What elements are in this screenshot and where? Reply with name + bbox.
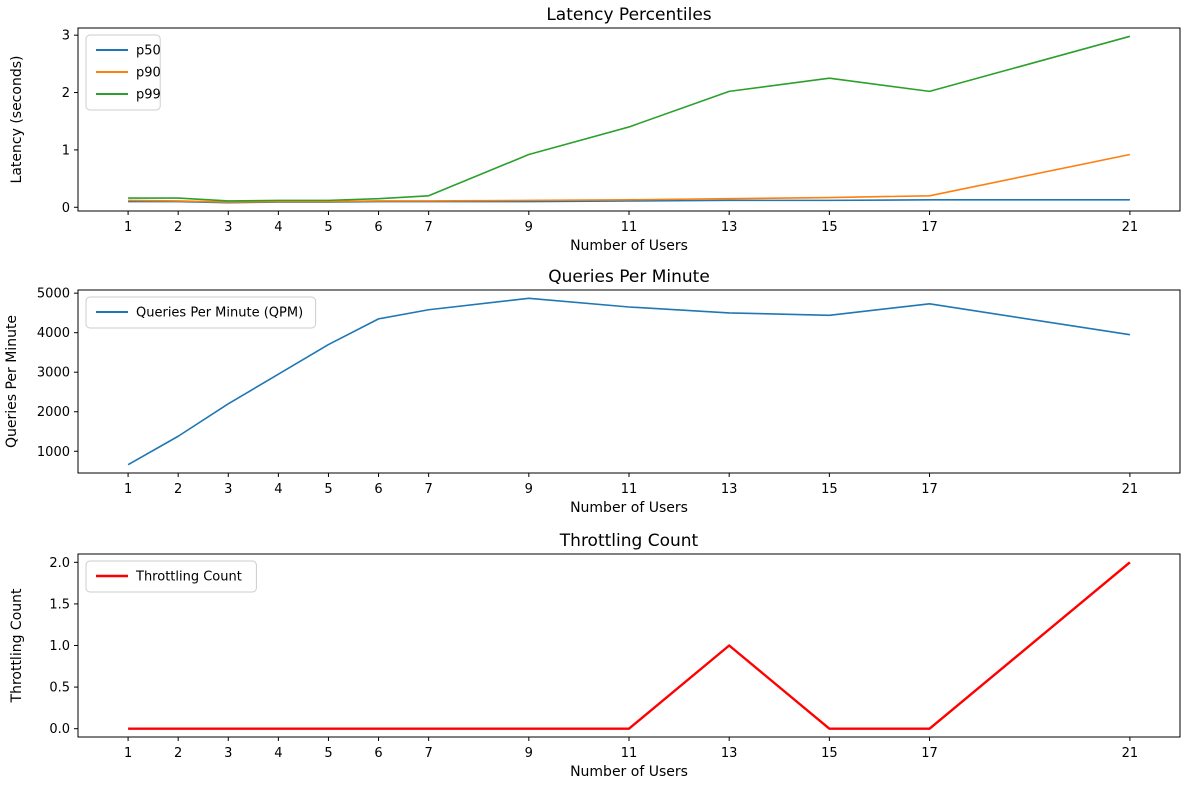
chart-1-x-tick-label: 6 bbox=[374, 220, 382, 235]
chart-2-x-tick-label: 4 bbox=[274, 482, 282, 497]
chart-3: Throttling Count 1 2 3 4 5 6 7 9 11 13 15 17 21 Number… bbox=[9, 531, 1181, 780]
chart-3-x-tick-label: 5 bbox=[324, 746, 332, 761]
chart-1-legend-label: p50 bbox=[136, 44, 161, 59]
chart-3-x-tick-label: 4 bbox=[274, 746, 282, 761]
chart-1-x-tick-label: 15 bbox=[821, 220, 838, 235]
chart-1-y-tick-label: 3 bbox=[62, 29, 70, 44]
chart-3-x-tick-label: 2 bbox=[174, 746, 182, 761]
chart-1-y-tick-label: 1 bbox=[62, 143, 70, 158]
chart-1-y-tick-label: 2 bbox=[62, 86, 70, 101]
chart-2-x-tick-label: 1 bbox=[124, 482, 132, 497]
chart-2-x-tick-label: 11 bbox=[621, 482, 638, 497]
chart-3-x-tick-label: 11 bbox=[621, 746, 638, 761]
chart-3-x-tick-label: 6 bbox=[374, 746, 382, 761]
chart-1-x-axis-label: Number of Users bbox=[570, 238, 688, 254]
chart-3-x-tick-label: 1 bbox=[124, 746, 132, 761]
chart-1-x-tick-label: 5 bbox=[324, 220, 332, 235]
chart-1-x-tick-label: 1 bbox=[124, 220, 132, 235]
chart-2-x-tick-label: 15 bbox=[821, 482, 838, 497]
chart-2-x-tick-label: 21 bbox=[1122, 482, 1139, 497]
chart-2-x-tick-label: 2 bbox=[174, 482, 182, 497]
chart-1-x-tick-label: 4 bbox=[274, 220, 282, 235]
chart-2-x-tick-label: 5 bbox=[324, 482, 332, 497]
chart-1-x-tick-label: 7 bbox=[424, 220, 432, 235]
chart-2-x-tick-label: 17 bbox=[921, 482, 938, 497]
chart-3-x-tick-label: 3 bbox=[224, 746, 232, 761]
chart-2-y-tick-label: 1000 bbox=[37, 445, 70, 460]
chart-2-x-tick-label: 9 bbox=[525, 482, 533, 497]
chart-2-x-tick-label: 7 bbox=[424, 482, 432, 497]
chart-1-series-p90-line bbox=[128, 153, 1131, 203]
chart-2-x-tick-label: 6 bbox=[374, 482, 382, 497]
chart-3-x-tick-label: 15 bbox=[821, 746, 838, 761]
chart-2-title: Queries Per Minute bbox=[548, 267, 710, 287]
chart-3-y-tick-label: 1.0 bbox=[49, 639, 70, 654]
chart-3-y-tick-label: 0.0 bbox=[49, 722, 70, 737]
chart-1-x-tick-label: 17 bbox=[921, 220, 938, 235]
chart-3-legend-box bbox=[85, 560, 257, 593]
chart-2-legend-box bbox=[85, 296, 317, 329]
chart-3-y-axis-label: Throttling Count bbox=[9, 588, 25, 703]
chart-1-legend-label: p90 bbox=[136, 66, 161, 81]
chart-3-series-throttling-count-line bbox=[128, 561, 1131, 730]
chart-1-x-tick-label: 3 bbox=[224, 220, 232, 235]
chart-2-y-tick-label: 4000 bbox=[37, 326, 70, 341]
chart-2-y-tick-label: 3000 bbox=[37, 366, 70, 381]
chart-2-y-tick-label: 5000 bbox=[37, 287, 70, 302]
chart-1-legend-label: p99 bbox=[136, 88, 161, 103]
chart-1-x-tick-label: 2 bbox=[174, 220, 182, 235]
chart-2-legend-label: Queries Per Minute (QPM) bbox=[136, 306, 303, 321]
chart-3-y-tick-label: 1.5 bbox=[49, 597, 70, 612]
chart-1-x-tick-label: 21 bbox=[1122, 220, 1139, 235]
chart-2-x-tick-label: 13 bbox=[721, 482, 738, 497]
chart-2-series-queries-per-minute-qpm--line bbox=[127, 297, 1131, 466]
chart-1-title: Latency Percentiles bbox=[546, 5, 711, 25]
chart-2: Queries Per Minute 1 2 3 4 5 6 7 9 11 13 15 17 21 Numb… bbox=[4, 267, 1181, 516]
chart-1-x-tick-label: 9 bbox=[525, 220, 533, 235]
chart-1-y-tick-label: 0 bbox=[62, 201, 70, 216]
chart-3-x-tick-label: 13 bbox=[721, 746, 738, 761]
chart-3-x-tick-label: 9 bbox=[525, 746, 533, 761]
chart-1-x-tick-label: 11 bbox=[621, 220, 638, 235]
chart-3-x-tick-label: 17 bbox=[921, 746, 938, 761]
chart-2-legend: Queries Per Minute (QPM) bbox=[85, 296, 317, 329]
chart-3-legend: Throttling Count bbox=[85, 560, 257, 593]
chart-1-series-p99-line bbox=[128, 35, 1131, 202]
chart-1-x-tick-label: 13 bbox=[721, 220, 738, 235]
chart-3-x-axis-label: Number of Users bbox=[570, 764, 688, 780]
chart-1-legend: p50 p90 p99 bbox=[85, 34, 161, 111]
chart-2-x-tick-label: 3 bbox=[224, 482, 232, 497]
chart-2-x-axis-label: Number of Users bbox=[570, 500, 688, 516]
chart-3-title: Throttling Count bbox=[559, 531, 699, 551]
chart-3-x-tick-label: 21 bbox=[1122, 746, 1139, 761]
chart-3-legend-label: Throttling Count bbox=[135, 570, 242, 585]
chart-2-y-axis-label: Queries Per Minute bbox=[4, 315, 20, 448]
chart-3-y-tick-label: 0.5 bbox=[49, 681, 70, 696]
chart-3-x-tick-label: 7 bbox=[424, 746, 432, 761]
chart-3-y-tick-label: 2.0 bbox=[49, 556, 70, 571]
chart-1-y-axis-label: Latency (seconds) bbox=[9, 56, 25, 184]
chart-2-y-tick-label: 2000 bbox=[37, 405, 70, 420]
